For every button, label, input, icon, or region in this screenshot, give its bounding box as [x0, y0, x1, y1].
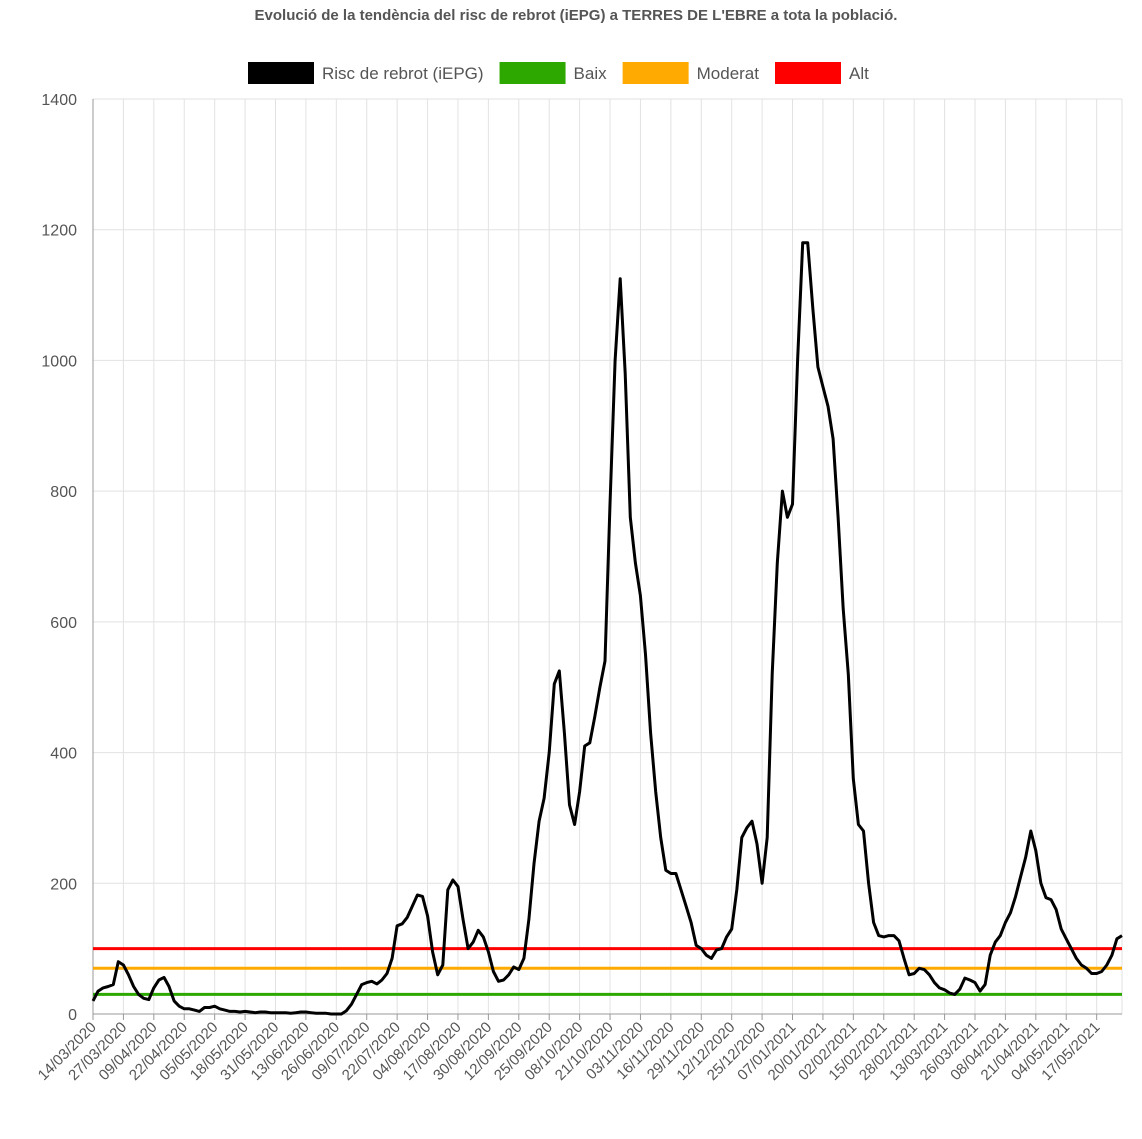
y-tick-label: 200	[50, 876, 77, 893]
legend-label: Alt	[849, 64, 869, 83]
y-tick-label: 400	[50, 746, 77, 763]
grid: 020040060080010001200140014/03/202027/03…	[35, 92, 1123, 1084]
legend-swatch	[248, 62, 314, 84]
legend-label: Risc de rebrot (iEPG)	[322, 64, 484, 83]
y-tick-label: 1400	[41, 92, 77, 109]
data-line	[91, 241, 1123, 1016]
legend-label: Moderat	[697, 64, 760, 83]
legend-swatch	[775, 62, 841, 84]
legend: Risc de rebrot (iEPG) Baix Moderat Alt	[248, 62, 869, 84]
y-tick-label: 0	[68, 1007, 77, 1024]
y-tick-label: 1000	[41, 353, 77, 370]
legend-label: Baix	[574, 64, 608, 83]
y-tick-label: 800	[50, 484, 77, 501]
chart-title: Evolució de la tendència del risc de reb…	[255, 7, 898, 24]
plot	[91, 241, 1123, 1016]
legend-swatch	[499, 62, 566, 84]
y-tick-label: 1200	[41, 223, 77, 240]
legend-swatch	[622, 62, 689, 84]
y-tick-label: 600	[50, 615, 77, 632]
